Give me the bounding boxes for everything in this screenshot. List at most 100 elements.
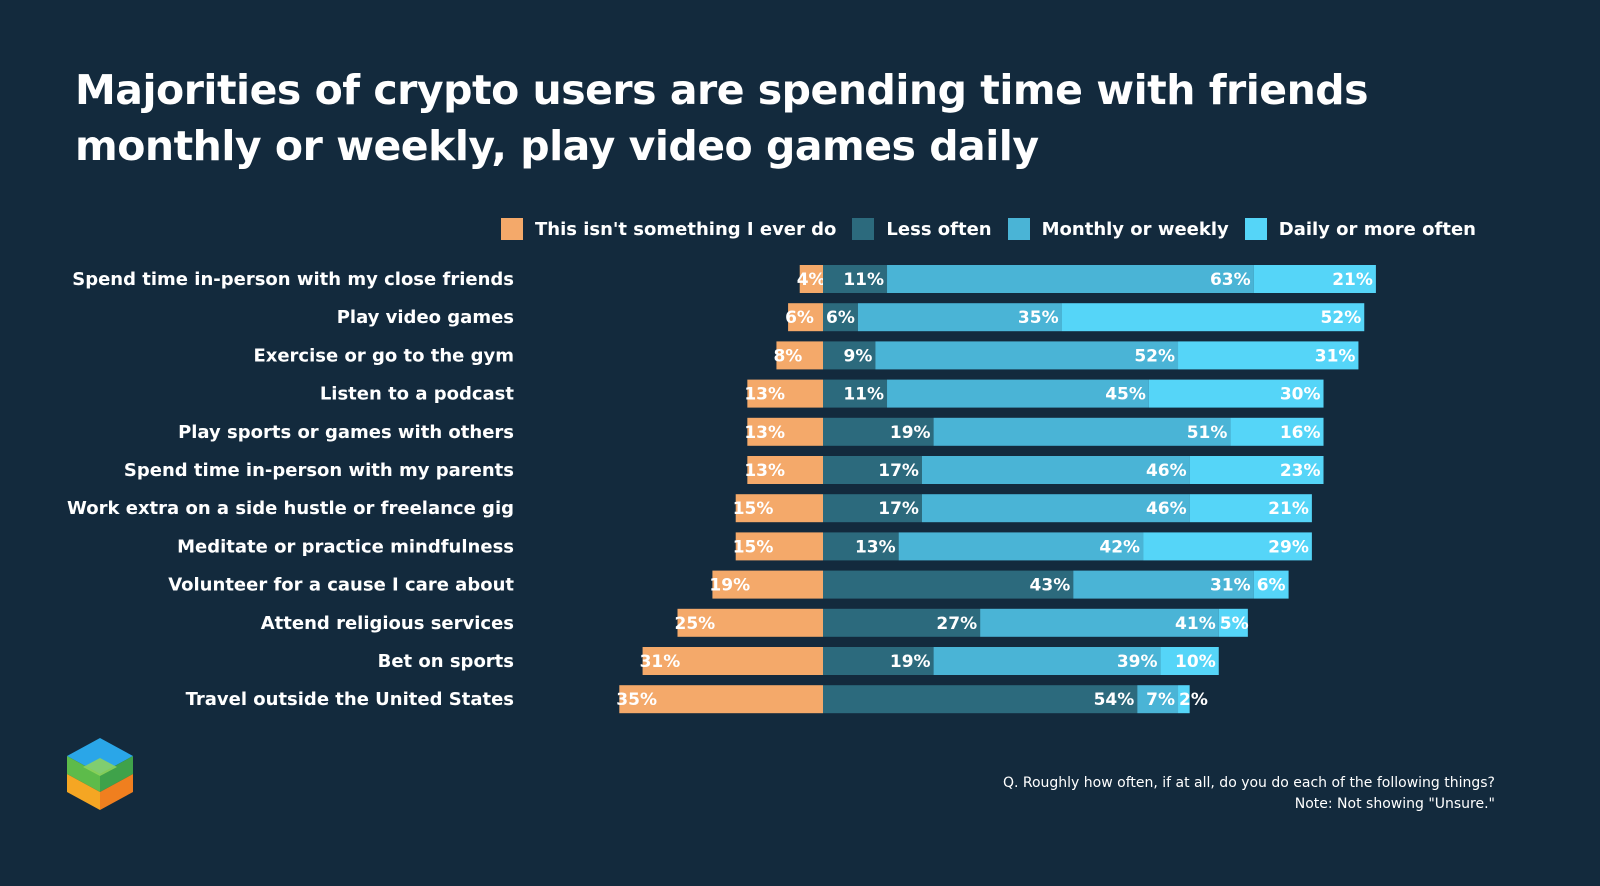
legend-item-monthly: Monthly or weekly — [1007, 218, 1229, 240]
legend-item-daily: Daily or more often — [1244, 218, 1476, 240]
bar-never — [642, 647, 823, 675]
data-label-daily: 5% — [1220, 614, 1249, 634]
data-label-less: 43% — [1030, 576, 1071, 596]
category-label: Listen to a podcast — [320, 384, 515, 405]
bar-monthly — [933, 647, 1161, 675]
data-label-never: 13% — [744, 385, 785, 405]
bar-monthly — [921, 494, 1190, 523]
bar-never — [677, 608, 823, 637]
data-label-monthly: 39% — [1117, 652, 1158, 672]
category-label: Travel outside the United States — [186, 689, 514, 710]
bar-never — [619, 685, 823, 714]
legend-label-monthly: Monthly or weekly — [1041, 218, 1229, 240]
bar-monthly — [887, 265, 1254, 293]
legend-label-daily: Daily or more often — [1278, 218, 1476, 240]
data-label-less: 19% — [890, 652, 931, 672]
bar-monthly — [857, 303, 1062, 332]
footnote-note: Note: Not showing "Unsure." — [1294, 796, 1495, 812]
bar-never — [776, 341, 823, 370]
bar-daily — [1253, 265, 1376, 293]
data-label-daily: 21% — [1332, 270, 1373, 290]
legend-item-never: This isn't something I ever do — [500, 218, 837, 240]
bar-monthly — [921, 456, 1190, 484]
data-label-daily: 6% — [1257, 576, 1286, 596]
data-label-monthly: 31% — [1210, 576, 1251, 596]
data-label-less: 9% — [844, 346, 873, 366]
bar-never — [747, 456, 823, 484]
data-label-daily: 52% — [1321, 308, 1362, 328]
bar-less — [823, 608, 981, 637]
legend-swatch-daily — [1244, 218, 1267, 240]
bar-less — [823, 685, 1138, 714]
data-label-never: 35% — [616, 690, 657, 710]
cube-logo-icon — [67, 738, 133, 810]
bar-less — [823, 494, 922, 523]
data-label-never: 13% — [744, 423, 785, 443]
data-label-daily: 23% — [1280, 461, 1321, 481]
bar-less — [823, 265, 888, 293]
category-label: Volunteer for a cause I care about — [168, 575, 514, 596]
bar-less — [823, 532, 899, 561]
legend-swatch-less — [852, 218, 875, 240]
bar-never — [735, 494, 823, 523]
legend-swatch-never — [500, 218, 523, 240]
bar-monthly — [980, 608, 1219, 637]
category-label: Meditate or practice mindfulness — [177, 536, 514, 557]
bar-never — [712, 570, 823, 599]
data-label-daily: 29% — [1268, 537, 1309, 557]
legend-label-never: This isn't something I ever do — [534, 218, 837, 240]
bar-monthly — [898, 532, 1144, 561]
bar-never — [747, 379, 823, 408]
data-label-less: 17% — [878, 499, 919, 519]
data-label-monthly: 45% — [1105, 385, 1146, 405]
legend-swatch-monthly — [1007, 218, 1030, 240]
bar-monthly — [887, 379, 1149, 408]
data-label-monthly: 35% — [1018, 308, 1059, 328]
data-label-less: 17% — [878, 461, 919, 481]
bar-never — [788, 303, 823, 332]
data-label-daily: 31% — [1315, 346, 1356, 366]
data-label-daily: 16% — [1280, 423, 1321, 443]
data-label-monthly: 42% — [1099, 537, 1140, 557]
category-label: Exercise or go to the gym — [253, 345, 514, 366]
bar-never — [747, 417, 823, 446]
data-label-less: 19% — [890, 423, 931, 443]
bar-less — [823, 303, 858, 332]
bar-less — [823, 379, 888, 408]
bar-daily — [1189, 494, 1312, 523]
bar-daily — [1061, 303, 1365, 332]
bar-never — [735, 532, 823, 561]
data-label-never: 25% — [675, 614, 716, 634]
bar-daily — [1253, 570, 1289, 599]
category-label: Bet on sports — [378, 651, 514, 672]
data-label-monthly: 51% — [1187, 423, 1228, 443]
legend-label-less: Less often — [886, 218, 992, 240]
bar-monthly — [933, 417, 1231, 446]
bar-daily — [1189, 456, 1324, 484]
data-label-less: 11% — [843, 385, 884, 405]
data-label-less: 11% — [843, 270, 884, 290]
bar-daily — [1218, 608, 1248, 637]
data-label-never: 6% — [785, 308, 814, 328]
data-label-daily: 21% — [1268, 499, 1309, 519]
category-label: Spend time in-person with my parents — [124, 460, 514, 481]
data-label-monthly: 52% — [1134, 346, 1175, 366]
category-label: Spend time in-person with my close frien… — [72, 269, 514, 290]
data-label-never: 19% — [709, 576, 750, 596]
chart-legend: This isn't something I ever do Less ofte… — [500, 218, 1476, 240]
bar-never — [799, 265, 823, 293]
bar-less — [823, 647, 934, 675]
footnote-question: Q. Roughly how often, if at all, do you … — [1002, 775, 1495, 791]
bar-less — [823, 417, 934, 446]
category-label: Attend religious services — [261, 613, 514, 634]
legend-item-less: Less often — [852, 218, 992, 240]
data-label-monthly: 7% — [1146, 690, 1175, 710]
data-label-never: 15% — [733, 537, 774, 557]
bar-less — [823, 570, 1074, 599]
data-label-monthly: 63% — [1210, 270, 1251, 290]
bar-less — [823, 341, 876, 370]
bar-monthly — [1073, 570, 1254, 599]
bar-daily — [1143, 532, 1312, 561]
bar-monthly — [875, 341, 1179, 370]
data-label-daily: 10% — [1175, 652, 1216, 672]
